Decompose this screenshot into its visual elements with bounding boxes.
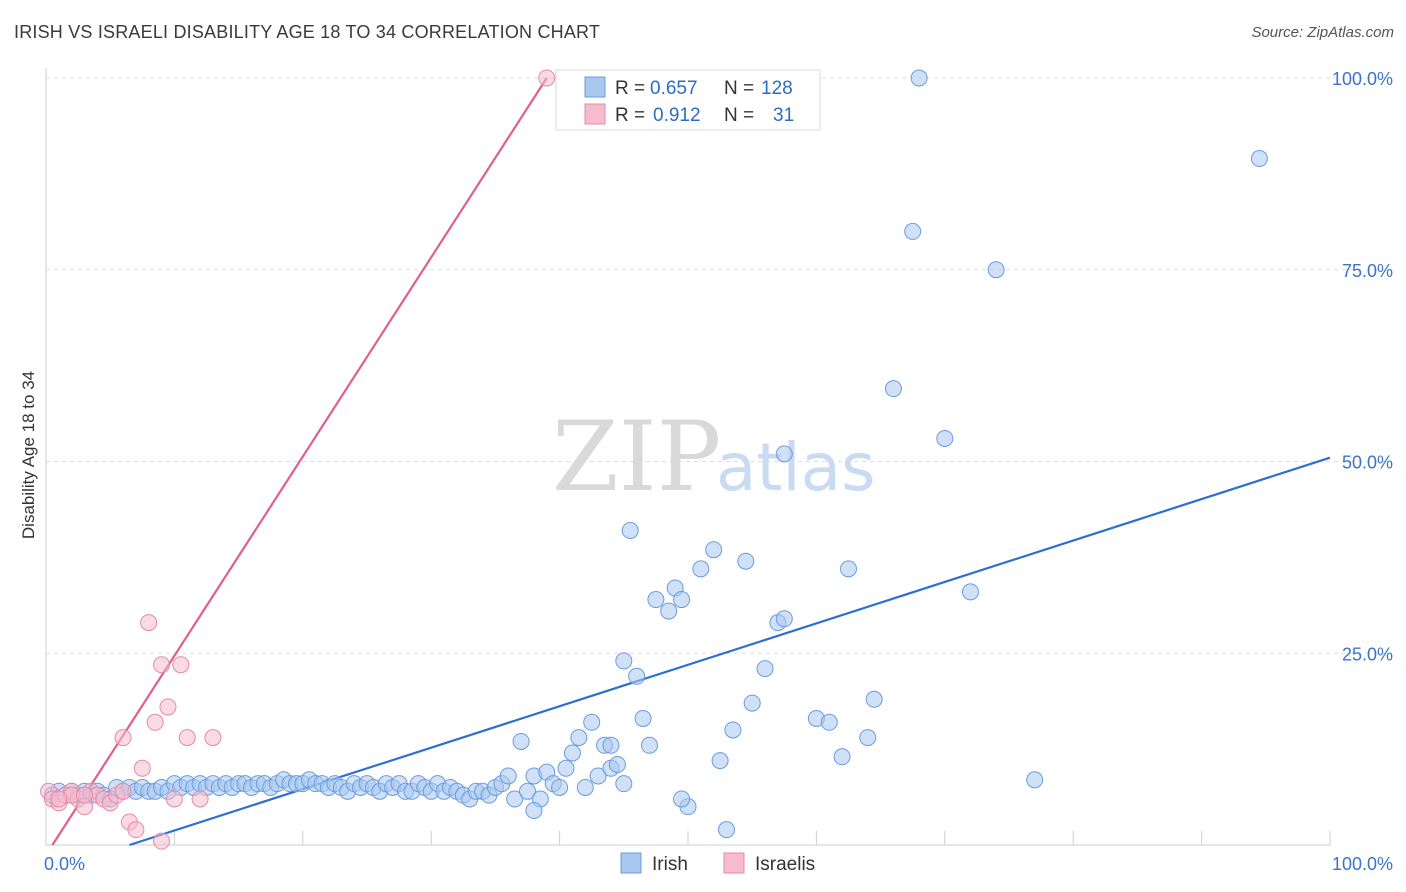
- data-point-irish: [551, 778, 569, 796]
- legend-israelis-r-value: 0.912: [653, 105, 701, 126]
- data-point-irish: [660, 602, 678, 620]
- chart-title: IRISH VS ISRAELI DISABILITY AGE 18 TO 34…: [14, 22, 601, 42]
- data-point-irish: [557, 759, 575, 777]
- data-point-irish: [570, 729, 588, 747]
- data-point-irish: [621, 522, 639, 540]
- data-point-irish: [615, 775, 633, 793]
- data-point-israelis: [50, 790, 68, 808]
- data-point-irish: [589, 767, 607, 785]
- data-point-irish: [673, 591, 691, 609]
- bottom-legend: Irish Israelis: [620, 852, 815, 875]
- y-tick-label: 100.0%: [1332, 69, 1393, 89]
- data-point-israelis: [140, 614, 158, 632]
- data-point-irish: [737, 552, 755, 570]
- y-tick-label: 50.0%: [1342, 453, 1393, 473]
- legend-irish-n-label: N =: [724, 78, 754, 99]
- data-point-irish: [525, 801, 543, 819]
- data-point-israelis: [204, 729, 222, 747]
- data-point-israelis: [153, 656, 171, 674]
- x-tick-label: 100.0%: [1332, 854, 1393, 874]
- y-tick-label: 75.0%: [1342, 261, 1393, 281]
- y-axis-label: Disability Age 18 to 34: [19, 371, 38, 539]
- data-point-irish: [563, 744, 581, 762]
- data-point-israelis: [172, 656, 190, 674]
- data-point-irish: [840, 560, 857, 578]
- data-point-irish: [711, 752, 729, 770]
- axes: [45, 68, 1331, 846]
- data-point-irish: [615, 652, 633, 670]
- legend-swatch-israelis: [584, 103, 606, 125]
- bottom-legend-israelis: Israelis: [755, 854, 815, 875]
- bottom-legend-swatch-irish: [620, 852, 642, 874]
- bottom-legend-irish: Irish: [652, 854, 688, 875]
- watermark: ZIP atlas: [552, 401, 876, 513]
- data-point-irish: [1026, 771, 1044, 789]
- data-point-israelis: [114, 782, 132, 800]
- data-points: [40, 69, 1268, 850]
- data-point-israelis: [178, 729, 196, 747]
- data-point-irish: [865, 690, 883, 708]
- x-tick-label: 0.0%: [44, 854, 85, 874]
- legend-irish-r-label: R =: [615, 78, 645, 99]
- data-point-irish: [673, 790, 691, 808]
- data-point-israelis: [127, 821, 145, 839]
- legend-irish-n-value: 128: [761, 78, 793, 99]
- watermark-atlas: atlas: [716, 429, 876, 506]
- data-point-irish: [512, 732, 530, 750]
- trend-line-israelis: [51, 77, 548, 846]
- data-point-irish: [961, 583, 979, 601]
- data-point-irish: [499, 767, 517, 785]
- data-point-irish: [775, 445, 793, 463]
- data-point-irish: [628, 667, 646, 685]
- legend-irish-r-value: 0.657: [650, 78, 698, 99]
- data-point-israelis: [538, 69, 556, 87]
- data-point-irish: [519, 782, 536, 800]
- watermark-zip: ZIP: [552, 401, 721, 513]
- data-point-irish: [634, 709, 652, 727]
- top-legend: R = 0.657 N = 128 R = 0.912 N = 31: [555, 69, 821, 131]
- data-point-irish: [910, 69, 928, 87]
- data-point-irish: [775, 610, 793, 628]
- data-point-irish: [647, 591, 665, 609]
- data-point-irish: [602, 736, 620, 754]
- data-point-irish: [884, 380, 902, 398]
- data-point-irish: [506, 790, 524, 808]
- data-point-irish: [820, 713, 838, 731]
- data-point-irish: [833, 748, 851, 766]
- data-point-irish: [724, 721, 742, 739]
- data-point-israelis: [191, 790, 209, 808]
- bottom-legend-swatch-israelis: [723, 852, 745, 874]
- data-point-irish: [608, 755, 626, 773]
- data-point-israelis: [76, 786, 94, 804]
- legend-israelis-n-label: N =: [724, 105, 754, 126]
- data-point-irish: [936, 429, 954, 447]
- data-point-israelis: [146, 713, 164, 731]
- data-point-irish: [987, 261, 1005, 279]
- data-point-irish: [583, 713, 601, 731]
- data-point-irish: [756, 660, 774, 678]
- data-point-irish: [1250, 150, 1268, 168]
- grid: [46, 77, 1392, 654]
- data-point-irish: [859, 729, 877, 747]
- data-point-irish: [705, 541, 723, 559]
- data-point-irish: [718, 821, 736, 839]
- source-label: Source: ZipAtlas.com: [1251, 24, 1394, 41]
- data-point-irish: [904, 222, 922, 240]
- data-point-irish: [692, 560, 710, 578]
- data-point-israelis: [165, 790, 183, 808]
- data-point-israelis: [133, 759, 151, 777]
- legend-israelis-r-label: R =: [615, 105, 645, 126]
- legend-israelis-n-value: 31: [773, 105, 794, 126]
- tick-labels: 25.0% 50.0% 75.0% 100.0% 0.0% 100.0%: [44, 69, 1393, 874]
- data-point-israelis: [159, 698, 177, 716]
- legend-swatch-irish: [584, 76, 606, 98]
- data-point-israelis: [153, 832, 171, 850]
- data-point-irish: [743, 694, 761, 712]
- data-point-irish: [640, 736, 658, 754]
- y-tick-label: 25.0%: [1342, 644, 1393, 664]
- data-point-irish: [576, 778, 594, 796]
- data-point-israelis: [114, 729, 132, 747]
